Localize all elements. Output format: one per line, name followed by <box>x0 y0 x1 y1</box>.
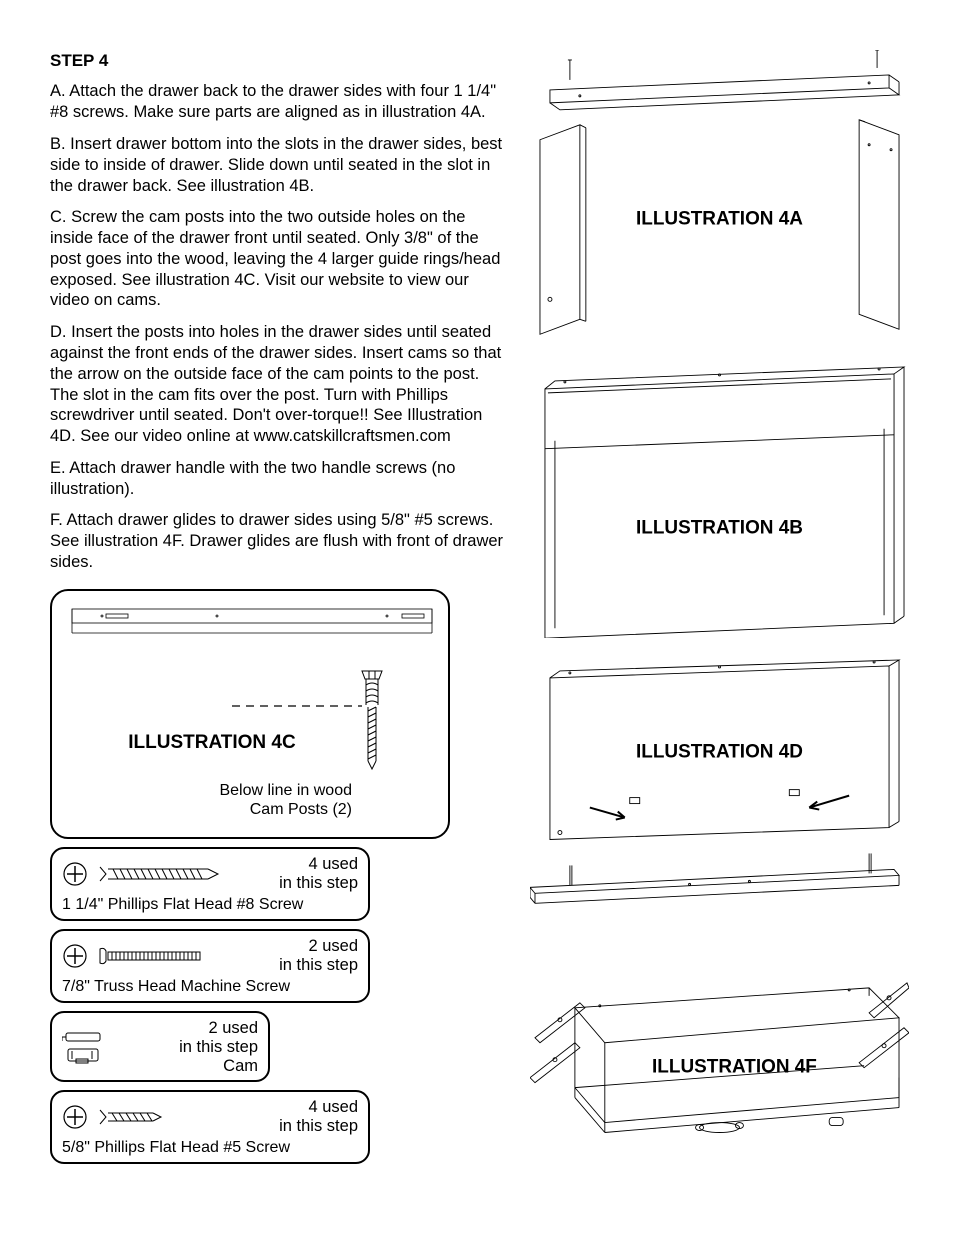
phillips-head-icon <box>62 1104 88 1130</box>
hw-truss-label: 7/8" Truss Head Machine Screw <box>62 977 358 997</box>
hardware-screw5-box: 4 used in this step 5/8" Phillips Flat H… <box>50 1090 370 1164</box>
hw-screw5-step: in this step <box>279 1117 358 1136</box>
illustration-4b-svg: ILLUSTRATION 4B <box>530 349 909 638</box>
illustration-4b-label: ILLUSTRATION 4B <box>636 518 803 539</box>
screw-small-icon <box>98 1106 168 1128</box>
illustration-4f-svg: ILLUSTRATION 4F <box>530 948 909 1167</box>
paragraph-a: A. Attach the drawer back to the drawer … <box>50 81 510 123</box>
screw-icon <box>98 863 228 885</box>
hw-screw5-qty: 4 used <box>279 1098 358 1117</box>
illustration-4f-label: ILLUSTRATION 4F <box>652 1056 817 1077</box>
hw-screw8-qty: 4 used <box>279 855 358 874</box>
step-title: STEP 4 <box>50 50 510 71</box>
illustration-4a-svg: ILLUSTRATION 4A <box>530 50 909 339</box>
campost-line1: Below line in wood <box>152 781 352 800</box>
paragraph-f: F. Attach drawer glides to drawer sides … <box>50 510 510 572</box>
hw-screw8-label: 1 1/4" Phillips Flat Head #8 Screw <box>62 895 358 915</box>
campost-line2: Cam Posts (2) <box>152 800 352 819</box>
hardware-screw8-box: 4 used in this step 1 1/4" Phillips Flat… <box>50 847 370 921</box>
hw-cam-step: in this step <box>179 1038 258 1057</box>
hw-truss-step: in this step <box>279 956 358 975</box>
hardware-cam-box: 2 used in this step Cam <box>50 1011 270 1082</box>
illustration-4d-svg: ILLUSTRATION 4D <box>530 648 909 937</box>
cam-icon <box>62 1029 108 1065</box>
hw-cam-label: Cam <box>179 1057 258 1076</box>
illustration-4a-label: ILLUSTRATION 4A <box>636 209 803 230</box>
hw-screw8-step: in this step <box>279 874 358 893</box>
truss-screw-icon <box>98 945 208 967</box>
illustration-4c-label: ILLUSTRATION 4C <box>112 731 312 755</box>
illustration-4c-box: ILLUSTRATION 4C Below line in wood Cam P… <box>50 589 450 839</box>
hw-cam-qty: 2 used <box>179 1019 258 1038</box>
hardware-truss-box: 2 used in this step 7/8" Truss Head Mach… <box>50 929 370 1003</box>
paragraph-b: B. Insert drawer bottom into the slots i… <box>50 134 510 196</box>
paragraph-e: E. Attach drawer handle with the two han… <box>50 458 510 500</box>
hw-truss-qty: 2 used <box>279 937 358 956</box>
paragraph-d: D. Insert the posts into holes in the dr… <box>50 322 510 447</box>
paragraph-c: C. Screw the cam posts into the two outs… <box>50 207 510 311</box>
hw-screw5-label: 5/8" Phillips Flat Head #5 Screw <box>62 1138 358 1158</box>
illustration-4d-label: ILLUSTRATION 4D <box>636 742 803 763</box>
phillips-head-icon <box>62 943 88 969</box>
phillips-head-icon <box>62 861 88 887</box>
